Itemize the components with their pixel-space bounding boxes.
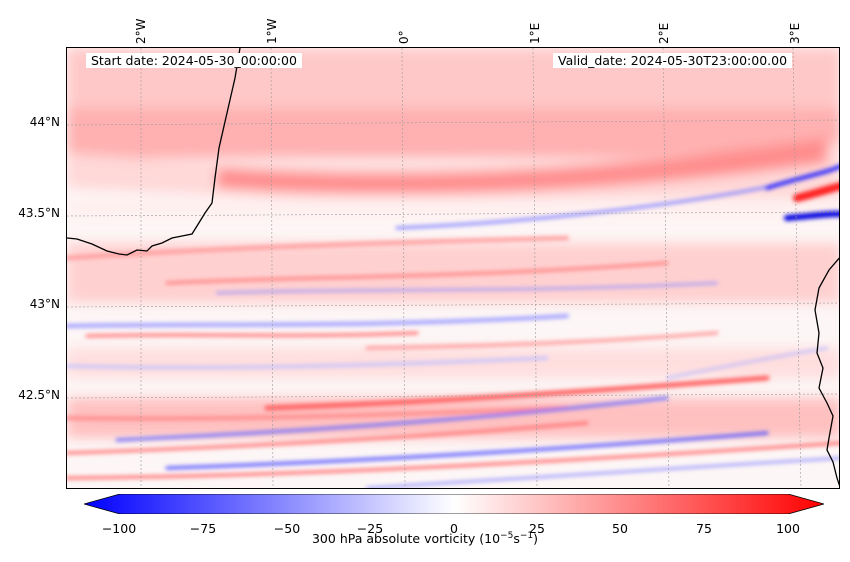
colorbar [84,494,824,514]
lat-label-44n: 44°N [29,115,60,129]
colorbar-label: 300 hPa absolute vorticity (10−5s−1) [311,531,538,547]
colorbar-tick: 75 [696,521,712,536]
colorbar-gradient [84,494,824,514]
colorbar-tick: −75 [189,521,217,536]
valid-date-label: Valid_date: 2024-05-30T23:00:00.00 [553,53,793,68]
colorbar-tick: 0 [450,521,458,536]
colorbar-tick: 50 [612,521,628,536]
lon-label-2e: 2°E [657,22,671,44]
filament-streaks [67,164,839,488]
colorbar-tick: −50 [273,521,301,536]
colorbar-tick: −25 [356,521,384,536]
lat-label-43n: 43°N [29,297,60,311]
lon-label-1e: 1°E [528,22,542,44]
colorbar-tick: 25 [529,521,545,536]
colorbar-tick: 100 [776,521,800,536]
coastlines [67,48,839,487]
vorticity-map [66,47,840,489]
lon-label-1w: 1°W [265,18,279,45]
colorbar-tick: −100 [101,521,137,536]
lat-label-42-5n: 42.5°N [18,388,60,402]
lon-label-3e: 3°E [788,22,802,44]
graticule [67,48,839,488]
vorticity-field [67,48,839,488]
lat-label-43-5n: 43.5°N [18,206,60,220]
start-date-label: Start date: 2024-05-30_00:00:00 [86,53,302,68]
lon-label-2w: 2°W [134,18,148,45]
lon-label-0: 0° [397,30,411,44]
